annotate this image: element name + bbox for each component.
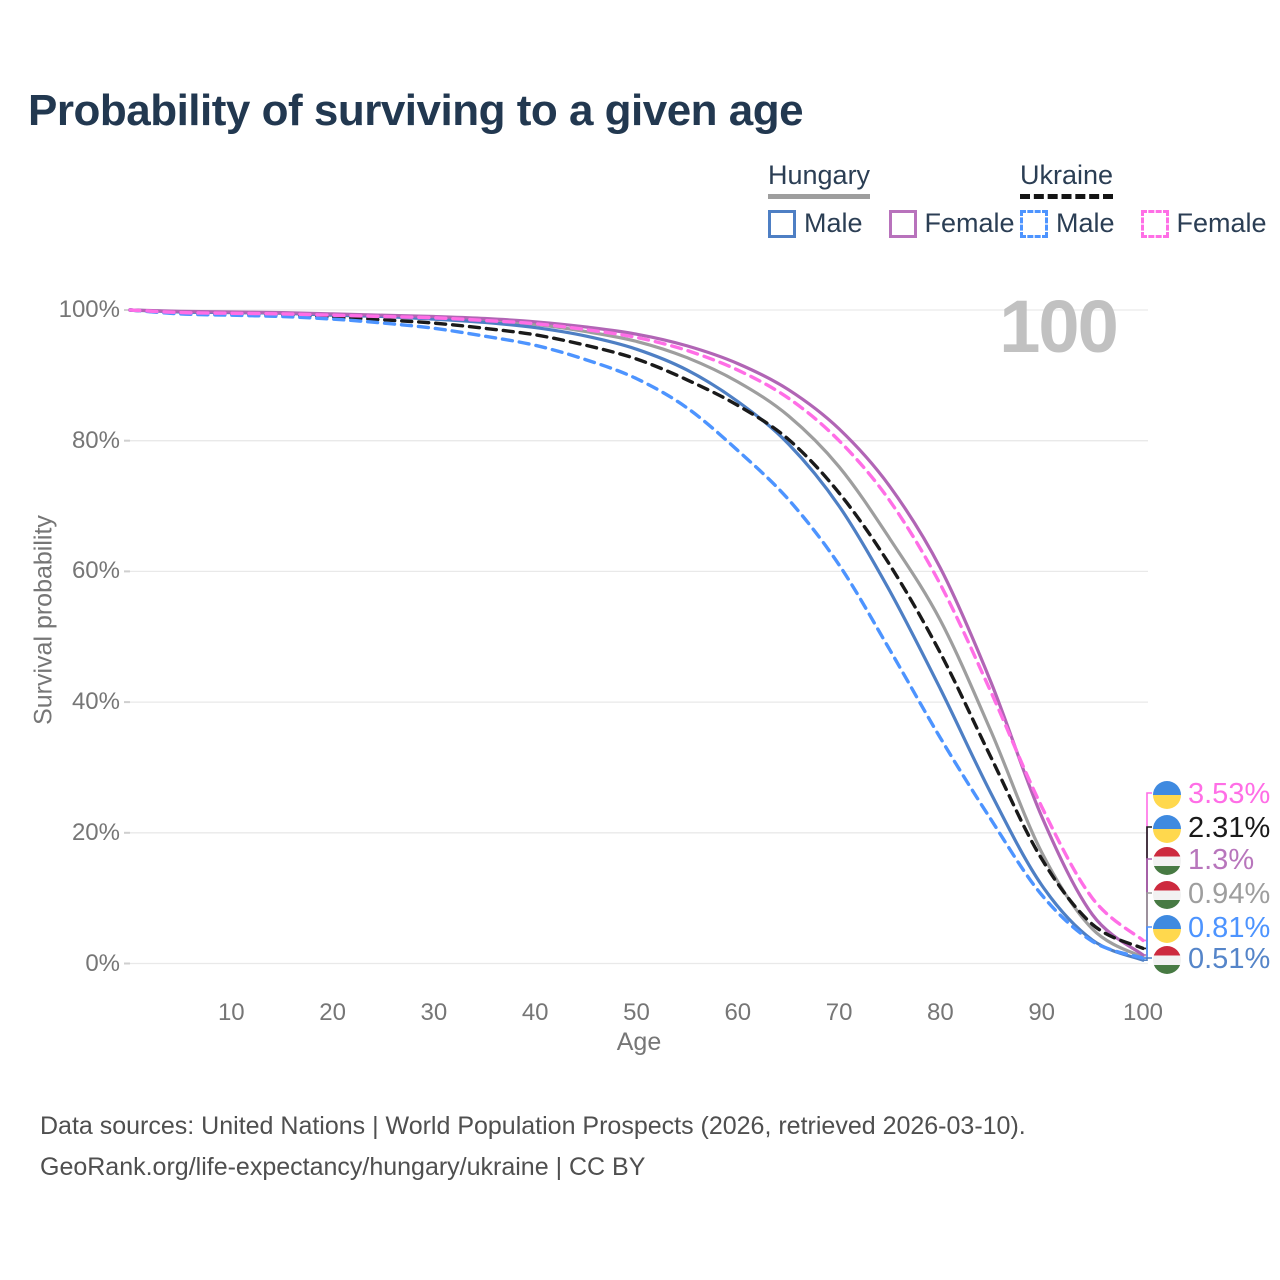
curve-hungary-male[interactable] [128, 308, 1145, 962]
legend-swatch-ukraine-male [1020, 209, 1048, 238]
end-label-ukraine-female: 3.53% [1153, 778, 1270, 811]
y-tick-label-100%: 100% [58, 296, 120, 323]
x-tick-label-50: 50 [623, 999, 650, 1026]
end-label-hungary-female: 1.3% [1153, 844, 1254, 877]
legend-swatch-ukraine-female [1140, 209, 1169, 238]
end-label-value-hungary-male: 0.51% [1188, 943, 1271, 975]
legend-label: Female [924, 208, 1015, 238]
x-tick-label-10: 10 [217, 999, 245, 1026]
legend-item-hungary-male[interactable]: Male [768, 208, 863, 239]
legend-label: Male [1056, 208, 1115, 238]
legend-group-ukraine: Ukraine Male Female [1020, 160, 1267, 239]
hungary-flag-icon [1153, 945, 1181, 974]
end-label-value-hungary-female: 1.3% [1188, 844, 1255, 876]
legend-group-hungary: Hungary Male Female [768, 160, 1015, 239]
y-tick-label-60%: 60% [71, 557, 120, 585]
legend-item-ukraine-male[interactable]: Male [1020, 208, 1115, 239]
legend-item-hungary-female[interactable]: Female [888, 208, 1015, 239]
legend-label: Male [804, 208, 863, 238]
end-label-ukraine-male: 0.81% [1153, 912, 1270, 945]
end-label-ukraine-combined: 2.31% [1153, 812, 1270, 845]
curve-ukraine-male[interactable] [128, 308, 1145, 960]
hungary-flag-icon [1153, 846, 1181, 875]
ukraine-flag-icon [1153, 914, 1181, 943]
curve-hungary-combined[interactable] [128, 308, 1145, 959]
y-tick-label-40%: 40% [71, 688, 120, 716]
leader-line-hungary-male [1143, 957, 1152, 961]
end-label-value-ukraine-female: 3.53% [1188, 778, 1271, 810]
curve-ukraine-female[interactable] [128, 308, 1145, 943]
x-tick-label-40: 40 [521, 999, 549, 1026]
end-label-value-ukraine-combined: 2.31% [1188, 812, 1271, 844]
y-tick-label-0%: 0% [85, 949, 120, 977]
ukraine-flag-icon [1153, 814, 1181, 843]
end-label-hungary-combined: 0.94% [1153, 878, 1270, 911]
curve-ukraine-combined[interactable] [128, 308, 1145, 951]
legend-country-ukraine[interactable]: Ukraine [1020, 160, 1114, 199]
x-tick-label-80: 80 [927, 999, 954, 1026]
x-tick-label-60: 60 [724, 999, 752, 1026]
legend-country-hungary[interactable]: Hungary [768, 160, 871, 199]
legend-swatch-hungary-female [888, 209, 917, 238]
hungary-flag-icon [1153, 880, 1181, 909]
end-label-value-ukraine-male: 0.81% [1188, 912, 1271, 944]
curve-hungary-female[interactable] [128, 308, 1145, 957]
footer-link[interactable]: GeoRank.org/life-expectancy/hungary/ukra… [40, 1152, 646, 1181]
legend-label: Female [1176, 208, 1267, 238]
x-axis-title: Age [616, 1028, 662, 1056]
hover-age-watermark: 100 [999, 285, 1118, 368]
footer-sources: Data sources: United Nations | World Pop… [40, 1112, 1026, 1140]
ukraine-flag-icon [1153, 780, 1181, 809]
legend-swatch-hungary-male [768, 209, 796, 238]
end-label-hungary-male: 0.51% [1153, 943, 1270, 976]
x-tick-label-70: 70 [825, 999, 853, 1026]
end-label-value-hungary-combined: 0.94% [1188, 878, 1271, 910]
page-title: Probability of surviving to a given age [28, 86, 804, 135]
y-tick-label-80%: 80% [71, 426, 120, 454]
x-tick-label-90: 90 [1028, 999, 1056, 1026]
x-tick-label-20: 20 [319, 999, 346, 1026]
leader-line-ukraine-male [1143, 926, 1152, 959]
x-tick-label-30: 30 [420, 999, 448, 1026]
y-tick-label-20%: 20% [71, 818, 120, 846]
footer: Data sources: United Nations | World Pop… [40, 1106, 1026, 1187]
x-tick-label-100: 100 [1122, 999, 1164, 1026]
legend-item-ukraine-female[interactable]: Female [1140, 208, 1267, 239]
